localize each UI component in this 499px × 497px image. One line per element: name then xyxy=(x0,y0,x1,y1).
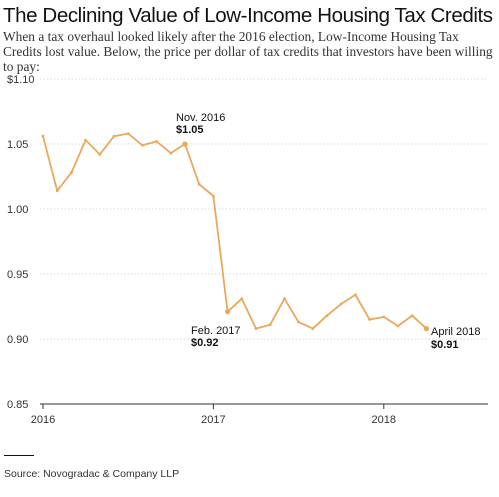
y-tick-label: 1.00 xyxy=(7,204,28,216)
x-tick-label: 2017 xyxy=(201,414,225,426)
data-point xyxy=(283,297,286,301)
annotation-date: Nov. 2016 xyxy=(176,112,225,124)
series-line xyxy=(42,132,428,330)
data-point xyxy=(169,151,173,155)
y-tick-label: 0.90 xyxy=(7,334,28,346)
data-point xyxy=(126,132,130,136)
source-note: Source: Novogradac & Company LLP xyxy=(4,468,180,480)
annotation-marker xyxy=(182,141,188,147)
data-point xyxy=(70,171,73,175)
x-tick-label: 2016 xyxy=(31,414,55,426)
y-axis-ticks: $1.10 1.05 1.00 0.95 0.90 0.85 xyxy=(7,74,35,411)
data-points xyxy=(41,132,428,330)
data-point xyxy=(141,143,144,147)
data-point xyxy=(55,189,59,193)
annotation-marker xyxy=(225,309,231,315)
data-point xyxy=(41,134,45,138)
data-point xyxy=(112,134,116,138)
data-point xyxy=(354,293,357,297)
line-chart: $1.10 1.05 1.00 0.95 0.90 0.85 2016 2017 2018 N… xyxy=(7,74,488,426)
chart-title: The Declining Value of Low-Income Housin… xyxy=(3,4,493,27)
annotation-date: April 2018 xyxy=(431,326,481,338)
y-tick-label: 0.95 xyxy=(7,269,28,281)
x-axis-ticks: 2016 2017 2018 xyxy=(31,404,396,426)
annotation-marker xyxy=(423,326,429,332)
data-point xyxy=(254,327,258,330)
data-point xyxy=(84,138,87,142)
data-point xyxy=(382,315,386,319)
annotation-value: $0.91 xyxy=(431,339,459,351)
data-point xyxy=(197,182,201,186)
data-point xyxy=(212,194,215,198)
data-point xyxy=(311,327,315,330)
data-point xyxy=(410,314,414,317)
data-point xyxy=(268,323,272,327)
annotations: Nov. 2016$1.05 Feb. 2017$0.92 April 2018$0… xyxy=(176,112,481,351)
y-tick-label: 1.05 xyxy=(7,139,28,151)
annotation-value: $0.92 xyxy=(191,337,219,349)
annotation-date: Feb. 2017 xyxy=(191,325,241,337)
data-point xyxy=(297,320,300,324)
annotation-value: $1.05 xyxy=(176,124,204,136)
gridlines xyxy=(40,78,488,405)
chart-subtitle: When a tax overhaul looked likely after … xyxy=(3,29,493,74)
data-point xyxy=(155,140,159,143)
x-tick-label: 2018 xyxy=(372,414,396,426)
data-point xyxy=(396,324,400,328)
data-point xyxy=(368,318,371,321)
y-tick-label: $1.10 xyxy=(7,74,35,86)
data-point xyxy=(325,314,329,317)
y-tick-label: 0.85 xyxy=(7,399,28,411)
data-point xyxy=(98,153,102,156)
source-divider xyxy=(4,455,34,456)
data-point xyxy=(339,302,343,306)
data-point xyxy=(240,297,244,301)
